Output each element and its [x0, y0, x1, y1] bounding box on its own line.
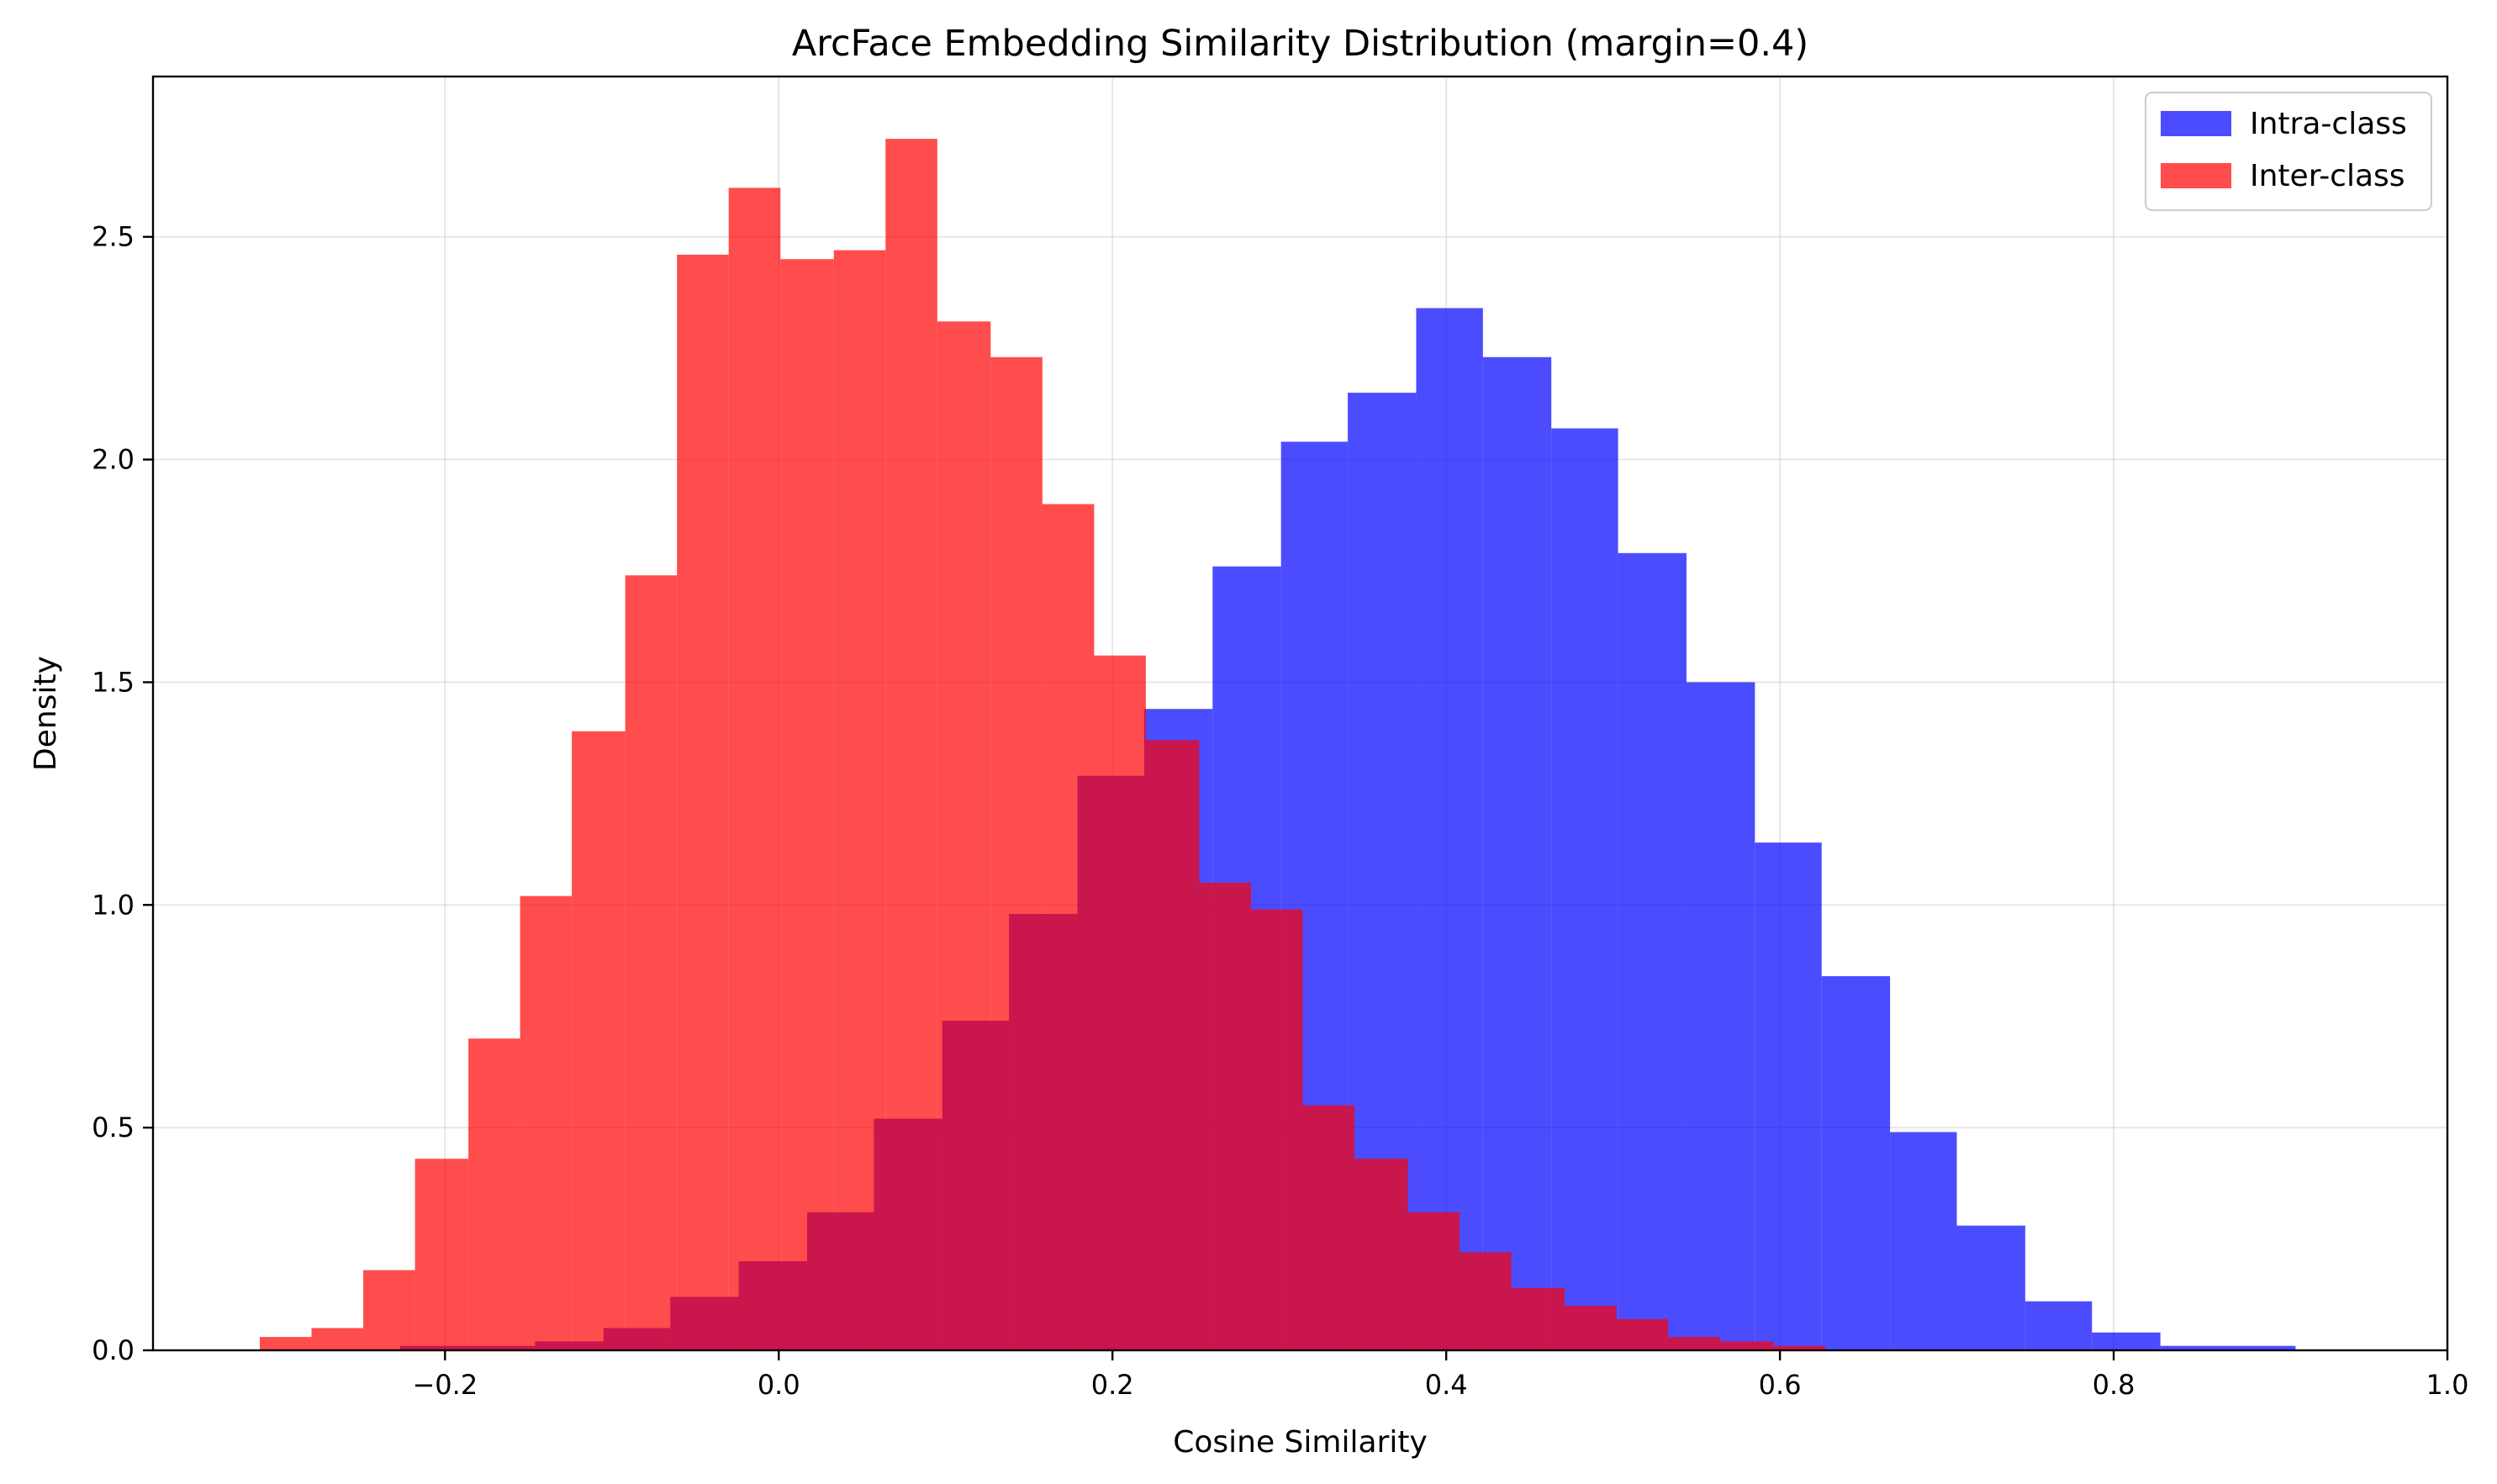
y-tick-label: 1.0: [92, 889, 135, 921]
bar-intra-class: [2025, 1301, 2093, 1350]
bar-inter-class: [311, 1328, 364, 1350]
bar-inter-class: [990, 356, 1043, 1351]
bar-inter-class: [363, 1270, 415, 1350]
bar-inter-class: [677, 254, 729, 1350]
x-tick-label: 0.4: [1425, 1369, 1468, 1401]
legend-label: Intra-class: [2250, 107, 2407, 141]
bar-inter-class: [1511, 1287, 1565, 1350]
bar-intra-class: [2160, 1345, 2230, 1350]
bar-inter-class: [780, 259, 834, 1350]
bar-inter-class: [1616, 1318, 1669, 1350]
legend-label: Inter-class: [2250, 159, 2405, 193]
bar-inter-class: [414, 1159, 469, 1350]
x-tick-label: 0.6: [1759, 1369, 1802, 1401]
histogram-bars: [260, 139, 2296, 1351]
bar-inter-class: [468, 1038, 520, 1350]
bar-inter-class: [1250, 909, 1303, 1350]
bar-intra-class: [1416, 308, 1483, 1350]
x-tick-label: 1.0: [2426, 1369, 2469, 1401]
bar-inter-class: [1565, 1306, 1617, 1350]
bar-inter-class: [1354, 1159, 1408, 1350]
bar-inter-class: [1668, 1337, 1720, 1350]
bar-inter-class: [1094, 655, 1146, 1350]
bar-inter-class: [937, 321, 991, 1350]
bar-inter-class: [728, 187, 781, 1351]
bar-intra-class: [1890, 1132, 1957, 1350]
bar-intra-class: [2092, 1332, 2161, 1350]
bar-inter-class: [885, 139, 937, 1350]
y-tick-label: 2.5: [92, 221, 135, 253]
x-tick-label: 0.0: [758, 1369, 800, 1401]
plot-frame: [151, 75, 2449, 1352]
x-axis-label: Cosine Similarity: [1173, 1425, 1428, 1460]
bar-intra-class: [1956, 1225, 2025, 1350]
bar-inter-class: [625, 575, 678, 1350]
bar-inter-class: [1145, 740, 1200, 1350]
bar-inter-class: [520, 895, 573, 1350]
bar-intra-class: [1755, 842, 1822, 1350]
bar-intra-class: [1686, 682, 1755, 1350]
bar-inter-class: [260, 1337, 312, 1350]
bar-inter-class: [1302, 1105, 1355, 1350]
bar-inter-class: [1199, 882, 1251, 1350]
y-axis-label: Density: [29, 656, 63, 771]
y-tick-label: 0.5: [92, 1112, 135, 1143]
series-inter-class: [260, 139, 1825, 1351]
bar-inter-class: [1407, 1212, 1460, 1350]
y-tick-label: 1.5: [92, 666, 135, 698]
bar-inter-class: [833, 250, 886, 1350]
x-tick-label: 0.8: [2093, 1369, 2135, 1401]
bar-intra-class: [1821, 976, 1891, 1350]
bar-intra-class: [1551, 428, 1618, 1351]
axes: −0.2 0.0 0.2 0.4 0.6 0.8 1.0 0.0 0.5 1.0 1.5 2.0 2.5: [92, 75, 2469, 1401]
legend-swatch: [2161, 163, 2231, 188]
legend: Intra-class Inter-class: [2145, 92, 2432, 211]
bar-inter-class: [1719, 1341, 1774, 1350]
bar-inter-class: [1773, 1345, 1825, 1350]
bar-inter-class: [1042, 504, 1095, 1350]
x-tick-label: −0.2: [412, 1369, 478, 1401]
bar-inter-class: [1460, 1252, 1512, 1350]
bar-intra-class: [1482, 356, 1552, 1351]
bar-intra-class: [1618, 552, 1687, 1350]
bar-intra-class: [2229, 1345, 2296, 1350]
y-tick-label: 0.0: [92, 1334, 135, 1366]
x-tick-label: 0.2: [1091, 1369, 1134, 1401]
bar-inter-class: [572, 731, 626, 1350]
legend-swatch: [2161, 111, 2231, 136]
chart-title: ArcFace Embedding Similarity Distributio…: [792, 23, 1808, 65]
y-tick-label: 2.0: [92, 444, 135, 476]
